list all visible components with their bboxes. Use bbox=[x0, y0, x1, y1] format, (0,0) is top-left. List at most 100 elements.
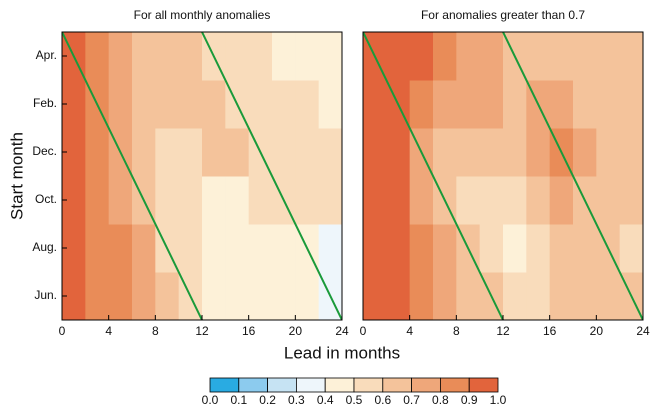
cell bbox=[596, 272, 621, 320]
x-tick-label: 0 bbox=[59, 324, 66, 338]
cell bbox=[272, 80, 296, 129]
cell bbox=[202, 80, 226, 129]
cell bbox=[62, 80, 86, 129]
x-tick-label: 16 bbox=[242, 324, 256, 338]
cell bbox=[85, 224, 110, 273]
y-tick-label: Apr. bbox=[36, 48, 57, 62]
cell bbox=[573, 80, 597, 129]
panel-title: For anomalies greater than 0.7 bbox=[421, 8, 585, 22]
cell bbox=[549, 32, 574, 81]
cell bbox=[318, 80, 342, 129]
x-tick-label: 0 bbox=[360, 324, 367, 338]
cell bbox=[202, 272, 226, 320]
x-tick-label: 20 bbox=[289, 324, 303, 338]
cell bbox=[318, 128, 342, 177]
colorbar-label: 0.1 bbox=[230, 393, 247, 407]
x-tick-label: 20 bbox=[590, 324, 604, 338]
cell bbox=[386, 272, 411, 320]
cell bbox=[178, 80, 203, 129]
cell bbox=[178, 32, 203, 81]
cell bbox=[433, 128, 457, 177]
cell bbox=[596, 176, 621, 225]
colorbar-swatch bbox=[353, 377, 384, 393]
cell bbox=[386, 224, 411, 273]
cell bbox=[386, 176, 411, 225]
colorbar-swatch bbox=[382, 377, 412, 393]
cell bbox=[433, 80, 457, 129]
cell bbox=[573, 32, 597, 81]
cell bbox=[526, 272, 551, 320]
cell bbox=[456, 128, 481, 177]
cell bbox=[573, 224, 597, 273]
x-tick-label: 24 bbox=[335, 324, 349, 338]
cell bbox=[108, 32, 133, 81]
cell bbox=[318, 32, 342, 81]
y-axis-label: Start month bbox=[7, 132, 26, 220]
cell bbox=[503, 80, 527, 129]
cell bbox=[85, 176, 110, 225]
diagonal-line bbox=[502, 32, 643, 320]
colorbar-label: 0.8 bbox=[432, 393, 449, 407]
cell bbox=[386, 32, 411, 81]
cell bbox=[178, 176, 203, 225]
colorbar-label: 0.4 bbox=[317, 393, 334, 407]
x-tick-label: 4 bbox=[105, 324, 112, 338]
cell bbox=[178, 128, 203, 177]
cell bbox=[132, 80, 156, 129]
cell bbox=[619, 32, 643, 81]
colorbar-label: 1.0 bbox=[490, 393, 507, 407]
cell bbox=[363, 176, 387, 225]
colorbar-label: 0.6 bbox=[374, 393, 391, 407]
cell bbox=[619, 176, 643, 225]
y-tick-label: Aug. bbox=[32, 240, 57, 254]
cell bbox=[503, 128, 527, 177]
cell bbox=[272, 272, 296, 320]
cell bbox=[479, 32, 504, 81]
cell bbox=[456, 272, 481, 320]
x-tick-label: 8 bbox=[152, 324, 159, 338]
cell bbox=[155, 272, 180, 320]
cell bbox=[248, 272, 273, 320]
cell bbox=[409, 32, 434, 81]
cell bbox=[248, 32, 273, 81]
cell bbox=[248, 80, 273, 129]
cell bbox=[619, 80, 643, 129]
cell bbox=[596, 80, 621, 129]
cell bbox=[433, 272, 457, 320]
cell bbox=[526, 32, 551, 81]
cell bbox=[409, 224, 434, 273]
colorbar-swatch bbox=[295, 377, 326, 393]
cell bbox=[363, 224, 387, 273]
cell bbox=[526, 176, 551, 225]
cell bbox=[85, 272, 110, 320]
cell bbox=[155, 128, 180, 177]
cell bbox=[225, 272, 250, 320]
cell bbox=[479, 224, 504, 273]
colorbar-label: 0.7 bbox=[403, 393, 420, 407]
cell bbox=[85, 128, 110, 177]
cell bbox=[503, 224, 527, 273]
cell bbox=[386, 128, 411, 177]
cell bbox=[202, 128, 226, 177]
x-tick-label: 8 bbox=[453, 324, 460, 338]
cell bbox=[132, 128, 156, 177]
cell bbox=[619, 224, 643, 273]
cell bbox=[433, 224, 457, 273]
x-tick-label: 24 bbox=[636, 324, 650, 338]
x-tick-label: 12 bbox=[195, 324, 209, 338]
cell bbox=[132, 224, 156, 273]
cell bbox=[248, 224, 273, 273]
y-tick-label: Feb. bbox=[33, 96, 57, 110]
colorbar-swatch bbox=[468, 377, 499, 393]
cell bbox=[549, 80, 574, 129]
cell bbox=[272, 128, 296, 177]
cell bbox=[225, 176, 250, 225]
cell bbox=[596, 32, 621, 81]
cell bbox=[62, 224, 86, 273]
cell bbox=[549, 272, 574, 320]
cell bbox=[619, 128, 643, 177]
cell bbox=[295, 272, 320, 320]
cell bbox=[363, 128, 387, 177]
cell bbox=[85, 32, 110, 81]
